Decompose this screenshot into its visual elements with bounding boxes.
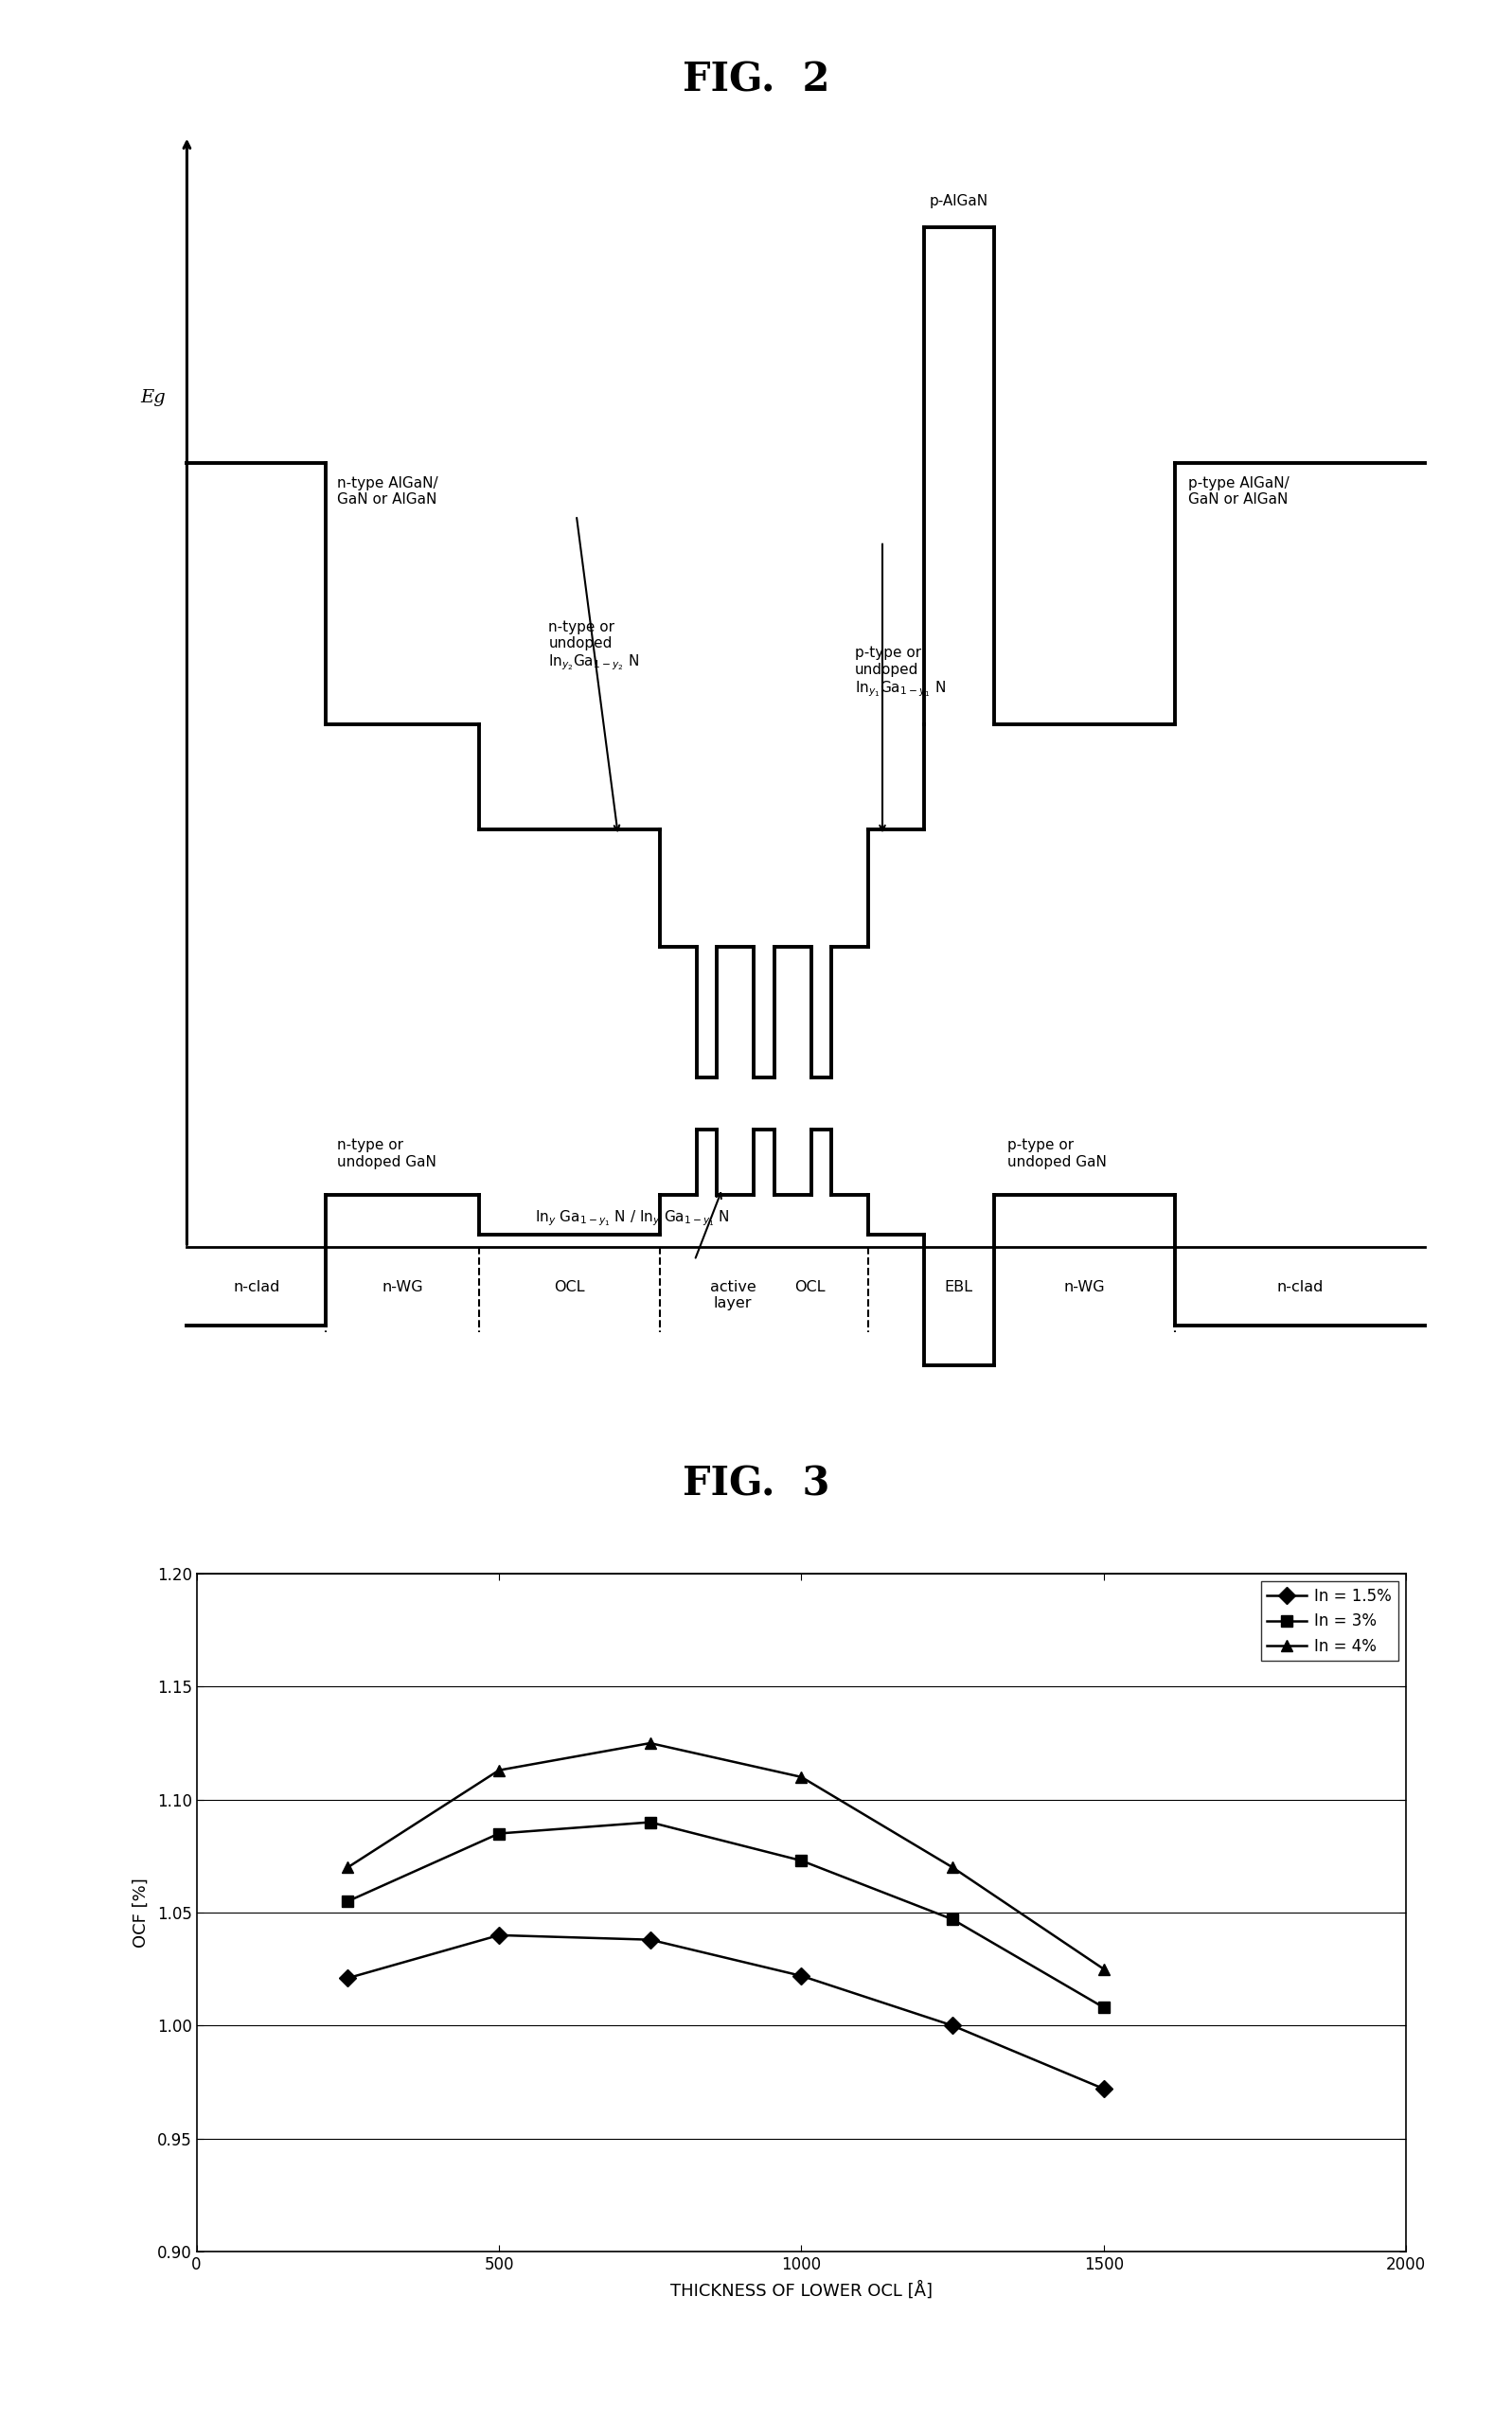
In = 3% — [792, 1847, 810, 1876]
Text: n-WG: n-WG — [1063, 1281, 1105, 1295]
X-axis label: THICKNESS OF LOWER OCL [Å]: THICKNESS OF LOWER OCL [Å] — [670, 2281, 933, 2300]
Text: FIG.  3: FIG. 3 — [682, 1465, 830, 1503]
Line: In = 3%: In = 3% — [342, 1816, 1110, 2014]
In = 4% — [943, 1852, 962, 1881]
Legend: In = 1.5%, In = 3%, In = 4%: In = 1.5%, In = 3%, In = 4% — [1261, 1581, 1399, 1661]
Text: p-type or
undoped
In$_{y_1}$Ga$_{1-y_1}$ N: p-type or undoped In$_{y_1}$Ga$_{1-y_1}$… — [854, 646, 945, 700]
Text: FIG.  2: FIG. 2 — [682, 61, 830, 99]
In = 3% — [641, 1808, 659, 1838]
In = 4% — [339, 1852, 357, 1881]
Text: active
layer: active layer — [709, 1281, 756, 1310]
Y-axis label: OCF [%]: OCF [%] — [132, 1879, 150, 1946]
In = 4% — [641, 1729, 659, 1758]
Text: In$_y$ Ga$_{1-y_1}$ N / In$_y$ Ga$_{1-y_1}$ N: In$_y$ Ga$_{1-y_1}$ N / In$_y$ Ga$_{1-y_… — [535, 1208, 729, 1227]
Line: In = 4%: In = 4% — [342, 1738, 1110, 1976]
Text: p-type or
undoped GaN: p-type or undoped GaN — [1007, 1138, 1107, 1169]
In = 4% — [792, 1762, 810, 1792]
Line: In = 1.5%: In = 1.5% — [342, 1930, 1110, 2094]
Text: OCL: OCL — [795, 1281, 826, 1295]
Text: n-clad: n-clad — [233, 1281, 280, 1295]
Text: EBL: EBL — [945, 1281, 974, 1295]
In = 3% — [1095, 1992, 1113, 2022]
In = 1.5% — [792, 1961, 810, 1990]
Text: n-type or
undoped GaN: n-type or undoped GaN — [337, 1138, 437, 1169]
In = 1.5% — [339, 1963, 357, 1992]
In = 1.5% — [641, 1925, 659, 1954]
Text: OCL: OCL — [553, 1281, 585, 1295]
Text: n-WG: n-WG — [383, 1281, 423, 1295]
In = 3% — [339, 1886, 357, 1915]
In = 3% — [490, 1818, 508, 1847]
Text: n-type AlGaN/
GaN or AlGaN: n-type AlGaN/ GaN or AlGaN — [337, 477, 438, 506]
In = 1.5% — [943, 2012, 962, 2041]
In = 4% — [490, 1755, 508, 1784]
In = 4% — [1095, 1954, 1113, 1983]
Text: p-AlGaN: p-AlGaN — [930, 194, 989, 208]
Text: Eg: Eg — [141, 390, 166, 407]
In = 3% — [943, 1905, 962, 1934]
Text: n-clad: n-clad — [1276, 1281, 1323, 1295]
In = 1.5% — [1095, 2075, 1113, 2104]
In = 1.5% — [490, 1920, 508, 1949]
Text: p-type AlGaN/
GaN or AlGaN: p-type AlGaN/ GaN or AlGaN — [1188, 477, 1290, 506]
Text: n-type or
undoped
In$_{y_2}$Ga$_{1-y_2}$ N: n-type or undoped In$_{y_2}$Ga$_{1-y_2}$… — [549, 620, 640, 673]
